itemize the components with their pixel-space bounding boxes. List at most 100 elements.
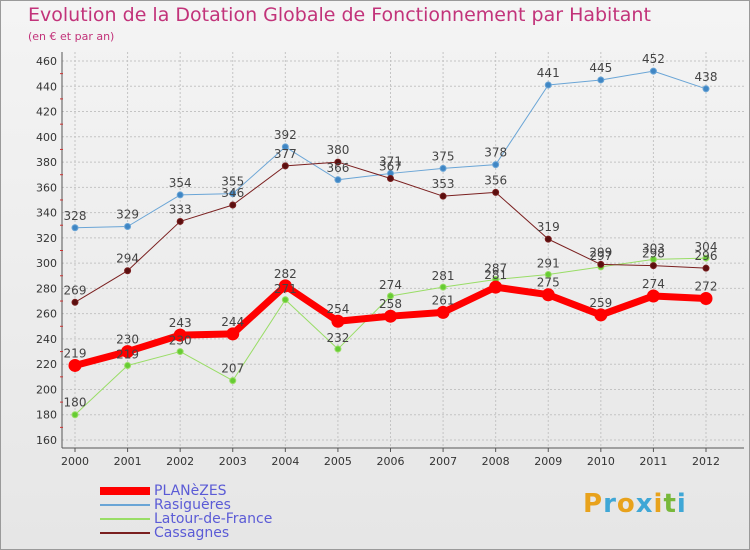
data-point xyxy=(226,327,240,341)
logo-letter: t xyxy=(663,489,677,519)
x-tick-label: 2004 xyxy=(271,455,299,468)
y-tick-label: 180 xyxy=(36,409,57,422)
x-tick-label: 2011 xyxy=(639,455,667,468)
data-label: 281 xyxy=(432,269,455,283)
data-label: 346 xyxy=(221,186,244,200)
data-point xyxy=(176,191,184,199)
x-tick-label: 2006 xyxy=(377,455,405,468)
data-point xyxy=(702,254,710,262)
data-label: 333 xyxy=(169,202,192,216)
data-label: 243 xyxy=(169,316,192,330)
data-point xyxy=(173,328,187,342)
data-point xyxy=(68,358,82,372)
y-tick-label: 200 xyxy=(36,383,57,396)
x-tick-label: 2002 xyxy=(166,455,194,468)
data-label: 230 xyxy=(116,333,139,347)
legend: PLANèZES Rasiguères Latour-de-France Cas… xyxy=(100,484,272,540)
data-point xyxy=(71,411,79,419)
data-label: 207 xyxy=(221,362,244,376)
data-label: 355 xyxy=(221,175,244,189)
data-point xyxy=(492,188,500,196)
data-label: 275 xyxy=(537,276,560,290)
y-tick-label: 400 xyxy=(36,131,57,144)
legend-item-planezes: PLANèZES xyxy=(100,484,272,498)
data-label: 298 xyxy=(642,247,665,261)
data-label: 452 xyxy=(642,52,665,66)
y-tick-label: 260 xyxy=(36,308,57,321)
data-label: 180 xyxy=(64,396,87,410)
data-label: 271 xyxy=(274,282,297,296)
data-point xyxy=(334,158,342,166)
data-point xyxy=(331,314,345,328)
data-label: 367 xyxy=(379,159,402,173)
x-tick-label: 2007 xyxy=(429,455,457,468)
x-tick-label: 2012 xyxy=(692,455,720,468)
data-label: 282 xyxy=(274,267,297,281)
data-label: 299 xyxy=(589,245,612,259)
data-point xyxy=(124,361,132,369)
data-label: 254 xyxy=(326,302,349,316)
data-label: 219 xyxy=(116,347,139,361)
data-point xyxy=(176,348,184,356)
logo-letter: i xyxy=(676,489,687,519)
data-label: 304 xyxy=(695,240,718,254)
legend-item-latour-de-france: Latour-de-France xyxy=(100,512,272,526)
logo-letter: r xyxy=(603,489,617,519)
data-point xyxy=(489,280,503,294)
data-point xyxy=(384,309,397,323)
data-point xyxy=(124,222,132,230)
chart-title: Evolution de la Dotation Globale de Fonc… xyxy=(28,4,651,26)
legend-label-rasigueres: Rasiguères xyxy=(154,497,231,513)
data-point xyxy=(281,162,289,170)
data-label: 354 xyxy=(169,176,192,190)
data-label: 291 xyxy=(537,257,560,271)
data-label: 392 xyxy=(274,128,297,142)
logo-letter: o xyxy=(616,489,636,519)
data-point xyxy=(439,164,447,172)
data-label: 261 xyxy=(432,293,455,307)
data-label: 378 xyxy=(484,146,507,160)
legend-item-cassagnes: Cassagnes xyxy=(100,526,272,540)
data-point xyxy=(544,235,552,243)
legend-label-cassagnes: Cassagnes xyxy=(154,525,230,541)
data-point xyxy=(439,283,447,291)
logo-letter: P xyxy=(583,489,604,519)
data-label: 296 xyxy=(695,249,718,263)
logo-letter: i xyxy=(653,489,664,519)
data-label: 274 xyxy=(642,277,665,291)
x-tick-label: 2005 xyxy=(324,455,352,468)
data-label: 356 xyxy=(484,173,507,187)
data-point xyxy=(541,288,555,302)
data-point xyxy=(278,279,292,293)
y-tick-label: 280 xyxy=(36,282,57,295)
x-tick-label: 2000 xyxy=(61,455,89,468)
data-point xyxy=(71,298,79,306)
data-label: 244 xyxy=(221,315,244,329)
data-label: 287 xyxy=(484,262,507,276)
data-label: 319 xyxy=(537,220,560,234)
data-point xyxy=(649,67,657,75)
data-label: 329 xyxy=(116,207,139,221)
data-label: 269 xyxy=(64,283,87,297)
data-point xyxy=(281,296,289,304)
y-tick-label: 460 xyxy=(36,55,57,68)
data-label: 375 xyxy=(432,149,455,163)
data-point xyxy=(124,267,132,275)
legend-label-latour-de-france: Latour-de-France xyxy=(154,511,273,527)
data-label: 441 xyxy=(537,66,560,80)
data-label: 303 xyxy=(642,241,665,255)
data-point xyxy=(121,345,135,359)
data-point xyxy=(646,289,660,303)
data-label: 328 xyxy=(64,209,87,223)
x-tick-label: 2009 xyxy=(534,455,562,468)
y-tick-label: 440 xyxy=(36,80,57,93)
data-point xyxy=(229,201,237,209)
y-tick-label: 420 xyxy=(36,106,57,119)
data-point xyxy=(176,217,184,225)
chart-subtitle: (en € et par an) xyxy=(28,30,115,43)
data-label: 230 xyxy=(169,334,192,348)
y-tick-label: 300 xyxy=(36,257,57,270)
data-label: 258 xyxy=(379,297,402,311)
data-point xyxy=(544,81,552,89)
